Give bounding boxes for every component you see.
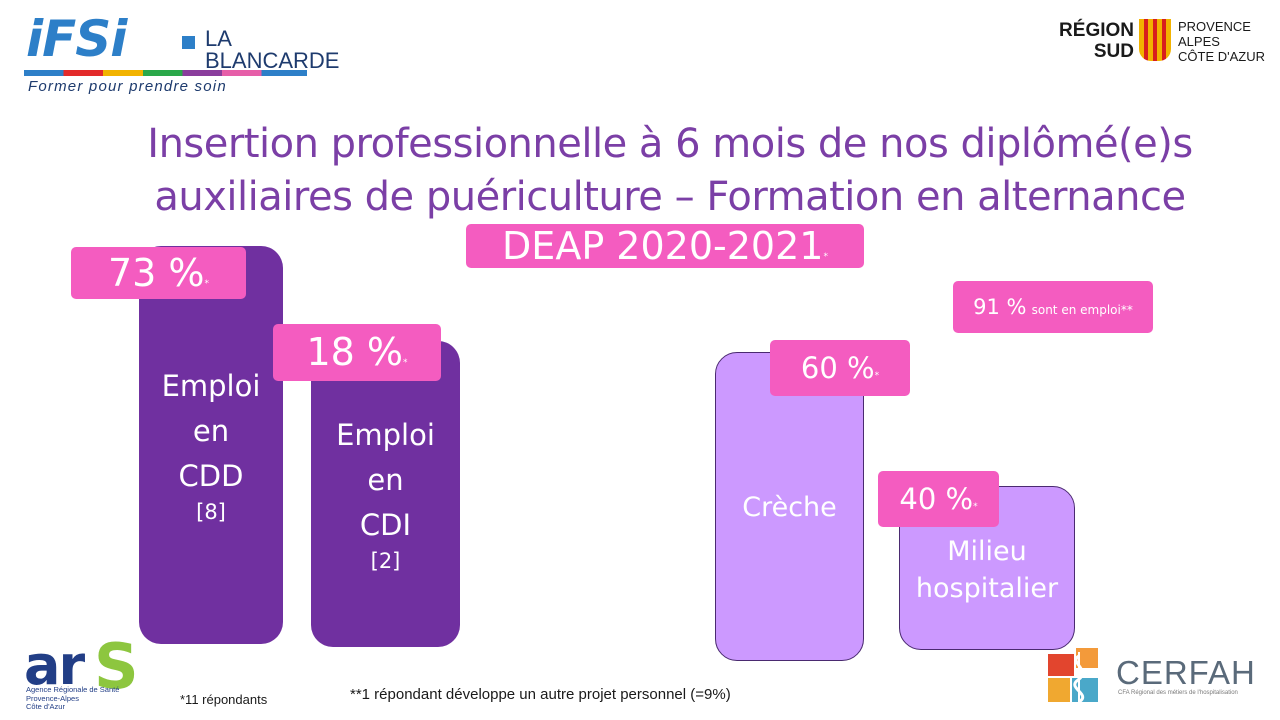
- title-line-2: auxiliaires de puériculture – Formation …: [154, 174, 1186, 220]
- region-logo-sub: PROVENCE ALPES CÔTE D'AZUR: [1178, 19, 1265, 64]
- percent-badge-milieu: 40 %*: [878, 471, 999, 527]
- ifsi-logo-name: iFSi: [26, 10, 127, 68]
- bar-cdi-label-1: Emploi: [336, 418, 435, 452]
- bar-cdd-count: [8]: [196, 500, 226, 524]
- ifsi-logo-tagline: Former pour prendre soin: [28, 78, 227, 95]
- subtitle-marker: *: [823, 252, 828, 262]
- title-line-1: Insertion professionnelle à 6 mois de no…: [147, 121, 1193, 167]
- percent-creche: 60 %: [800, 351, 875, 385]
- bar-creche: Crèche: [715, 352, 864, 661]
- cerfah-logo-name: CERFAH: [1116, 654, 1256, 691]
- percent-creche-marker: *: [874, 371, 880, 381]
- percent-milieu-marker: *: [973, 502, 978, 512]
- footnote-other-project: **1 répondant développe un autre projet …: [350, 686, 731, 703]
- bar-cdd-label-2: en: [192, 414, 230, 448]
- employment-percent: 91 %: [973, 295, 1027, 319]
- ars-logo: ar S Agence Régionale de Santé Provence-…: [22, 630, 147, 714]
- percent-milieu: 40 %: [899, 482, 974, 516]
- percent-badge-creche: 60 %*: [770, 340, 910, 396]
- bar-cdd-label-1: Emploi: [161, 369, 261, 403]
- ars-logo-sub: Agence Régionale de Santé Provence-Alpes…: [26, 685, 120, 711]
- percent-badge-cdd: 73 %*: [71, 247, 246, 299]
- ifsi-logo-stripe: [24, 70, 307, 76]
- subtitle-badge: DEAP 2020-2021*: [466, 224, 864, 268]
- bar-cdd-label-3: CDD: [178, 459, 244, 493]
- region-sud-logo: RÉGION SUD PROVENCE ALPES CÔTE D'AZUR: [1032, 14, 1265, 74]
- bar-creche-label: Crèche: [742, 492, 837, 523]
- bar-milieu-label-2: hospitalier: [915, 573, 1059, 604]
- percent-badge-cdi: 18 %*: [273, 324, 441, 381]
- bar-cdd: Emploi en CDD [8]: [139, 246, 283, 644]
- ars-logo-letter: S: [94, 630, 139, 703]
- ifsi-logo-square: [182, 36, 195, 49]
- employment-badge: 91 % sont en emploi**: [953, 281, 1153, 333]
- ars-logo-name: ar: [24, 634, 85, 697]
- ifsi-logo: iFSi LA BLANCARDE Former pour prendre so…: [24, 10, 339, 96]
- percent-cdd: 73 %: [107, 251, 205, 295]
- bar-milieu-label-1: Milieu: [947, 536, 1027, 567]
- bar-cdi: Emploi en CDI [2]: [311, 341, 460, 647]
- bar-cdi-label-3: CDI: [359, 508, 412, 542]
- region-flag-icon: [1139, 19, 1171, 61]
- percent-cdi: 18 %: [306, 330, 404, 374]
- cerfah-logo: CERFAH CFA Régional des métiers de l'hos…: [1048, 640, 1270, 710]
- percent-cdd-marker: *: [204, 279, 210, 289]
- subtitle-text: DEAP 2020-2021: [502, 224, 824, 268]
- region-logo-main: RÉGION SUD: [1059, 20, 1134, 62]
- employment-text: sont en emploi**: [1031, 303, 1133, 317]
- ifsi-logo-sub: LA BLANCARDE: [205, 26, 340, 73]
- bar-cdi-label-2: en: [367, 463, 404, 497]
- cerfah-logo-sub: CFA Régional des métiers de l'hospitalis…: [1118, 690, 1238, 696]
- percent-cdi-marker: *: [403, 358, 408, 368]
- bar-cdi-count: [2]: [370, 549, 401, 573]
- footnote-respondents: *11 répondants: [180, 692, 268, 707]
- cerfah-emblem-icon: [1048, 648, 1098, 704]
- page-title: Insertion professionnelle à 6 mois de no…: [120, 118, 1220, 224]
